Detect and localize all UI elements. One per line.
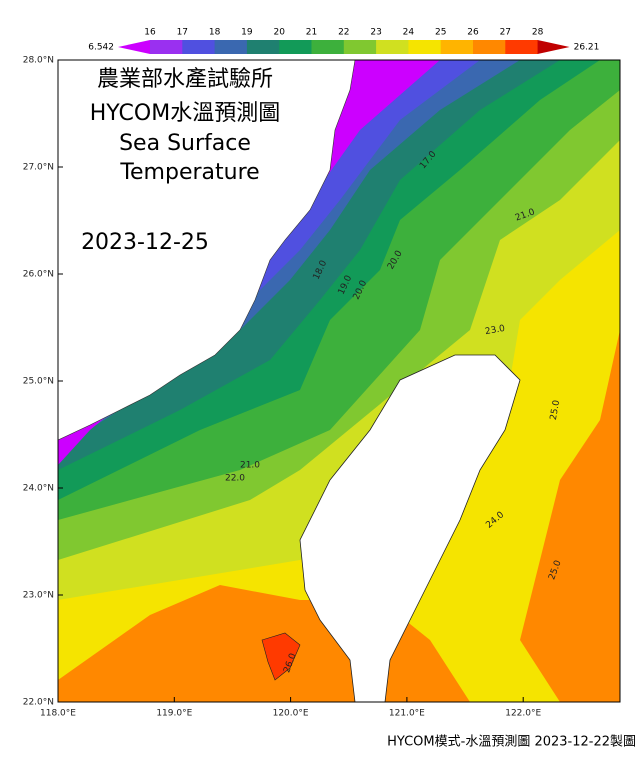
title-line: HYCOM水溫預測圖 bbox=[90, 101, 280, 126]
colorbar: 16 17 18 19 20 21 22 23 24 25 26 27 28 6.542 26.21 bbox=[88, 28, 600, 54]
lon-label: 119.0°E bbox=[156, 709, 192, 719]
colorbar-min: 6.542 bbox=[88, 43, 114, 53]
colorbar-tick-label: 18 bbox=[209, 28, 221, 38]
lat-label: 26.0°N bbox=[23, 270, 54, 280]
colorbar-segment bbox=[505, 40, 539, 54]
lon-label: 118.0°E bbox=[40, 709, 76, 719]
colorbar-tick-label: 28 bbox=[532, 28, 544, 38]
colorbar-tick-label: 24 bbox=[403, 28, 415, 38]
colorbar-end bbox=[118, 40, 150, 54]
colorbar-segment bbox=[182, 40, 216, 54]
colorbar-segment bbox=[473, 40, 506, 54]
colorbar-max: 26.21 bbox=[574, 43, 600, 53]
lon-label: 121.0°E bbox=[389, 709, 425, 719]
colorbar-segment bbox=[408, 40, 442, 54]
lat-label: 27.0°N bbox=[23, 163, 54, 173]
contour-label: 21.0 bbox=[240, 461, 260, 471]
colorbar-segment bbox=[150, 40, 183, 54]
lon-label: 120.0°E bbox=[273, 709, 309, 719]
colorbar-tick-label: 19 bbox=[241, 28, 253, 38]
colorbar-segment bbox=[279, 40, 312, 54]
title-line: 農業部水產試驗所 bbox=[97, 67, 273, 92]
sst-zone bbox=[261, 632, 301, 681]
colorbar-tick-label: 21 bbox=[306, 28, 317, 38]
colorbar-tick-label: 23 bbox=[370, 28, 381, 38]
colorbar-segment bbox=[343, 40, 377, 54]
colorbar-segment bbox=[246, 40, 280, 54]
plot-area bbox=[57, 59, 621, 703]
colorbar-segment bbox=[376, 40, 409, 54]
lat-label: 23.0°N bbox=[23, 591, 54, 601]
contour-label: 22.0 bbox=[225, 474, 245, 484]
colorbar-tick-label: 20 bbox=[273, 28, 285, 38]
colorbar-segment bbox=[311, 40, 345, 54]
lon-label: 122.0°E bbox=[505, 709, 541, 719]
colorbar-segment bbox=[214, 40, 248, 54]
china-land bbox=[57, 59, 356, 441]
forecast-date: 2023-12-25 bbox=[81, 230, 209, 255]
colorbar-tick-label: 22 bbox=[338, 28, 349, 38]
lat-label: 25.0°N bbox=[23, 377, 54, 387]
lat-label: 24.0°N bbox=[23, 484, 54, 494]
colorbar-tick-label: 26 bbox=[467, 28, 479, 38]
colorbar-segment bbox=[440, 40, 474, 54]
footer: HYCOM模式-水溫預測圖 2023-12-22製圖 bbox=[387, 735, 636, 750]
lat-label: 22.0°N bbox=[23, 698, 54, 708]
contour-label: 25.0 bbox=[549, 399, 562, 421]
contour-label: 23.0 bbox=[484, 324, 506, 337]
colorbar-tick-label: 16 bbox=[144, 28, 156, 38]
lat-label: 28.0°N bbox=[23, 56, 54, 66]
title-line: Temperature bbox=[119, 160, 259, 185]
colorbar-tick-label: 17 bbox=[177, 28, 188, 38]
colorbar-tick-label: 25 bbox=[435, 28, 446, 38]
colorbar-end bbox=[537, 40, 570, 54]
title-line: Sea Surface bbox=[119, 131, 251, 156]
colorbar-tick-label: 27 bbox=[500, 28, 511, 38]
